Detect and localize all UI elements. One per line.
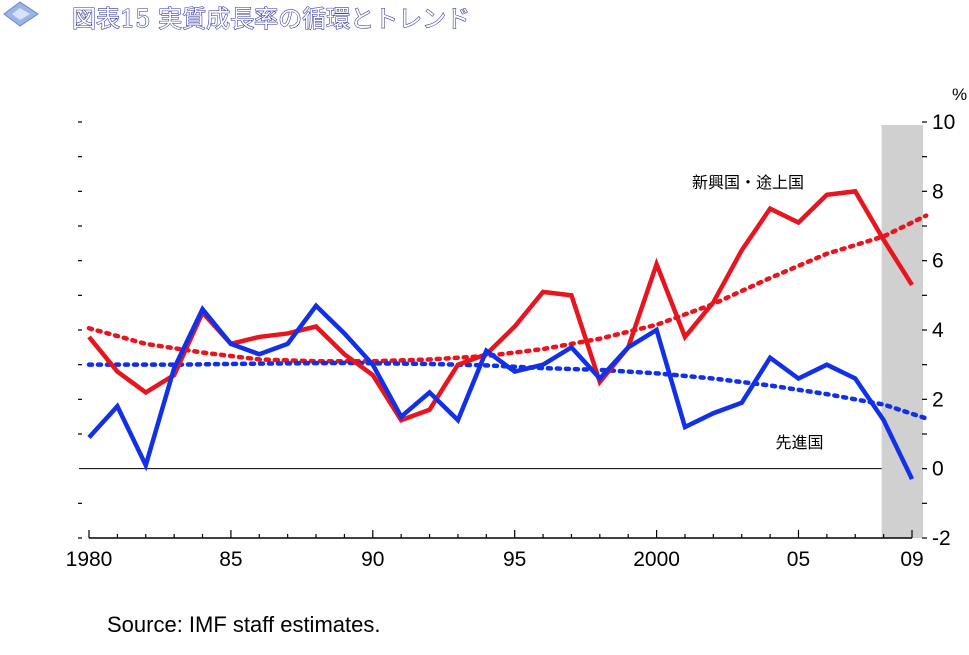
series-line-emerging [87,188,914,423]
y-tick-label: 6 [932,250,944,273]
logo-diamond-icon [3,1,39,27]
chart-title: 図表15 実質成長率の循環とトレンド [72,5,470,33]
series-label-emerging: 新興国・途上国 [692,173,804,192]
x-tick-label: 90 [361,548,384,571]
x-tick-label: 05 [787,548,810,571]
y-tick-label: 2 [932,388,944,411]
series-line-advanced [87,302,915,481]
source-note: Source: IMF staff estimates. [107,612,380,637]
y-unit-label: % [952,85,967,104]
x-tick-label: 85 [219,548,242,571]
x-tick-label: 95 [503,548,526,571]
trend-line-emerging [86,213,929,364]
y-tick-label: 0 [932,458,944,481]
x-tick-label: 09 [900,548,923,571]
series-label-advanced: 先進国 [776,433,824,452]
y-tick-label: 10 [932,111,955,134]
x-tick-label: 2000 [633,548,680,571]
y-tick-label: -2 [932,527,951,550]
shaded-region [881,125,923,538]
y-tick-label: 4 [932,319,944,342]
x-tick-label: 1980 [66,548,113,571]
trend-line-advanced [86,360,929,421]
y-tick-label: 8 [932,180,944,203]
